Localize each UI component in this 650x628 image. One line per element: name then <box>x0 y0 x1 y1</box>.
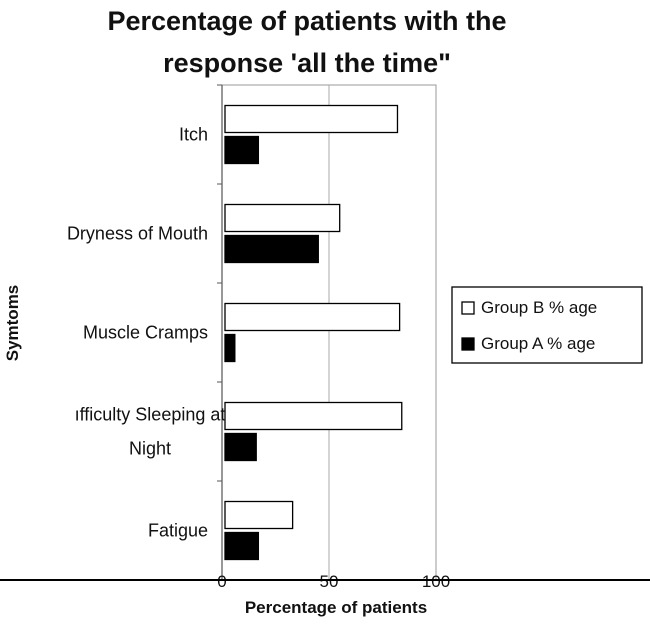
chart-title-line-2: response 'all the time" <box>163 48 451 78</box>
category-label-2-line-1: Night <box>129 439 171 459</box>
bar-group-b-1 <box>224 203 341 233</box>
x-tick-label-2: 100 <box>422 572 450 591</box>
category-label-0-line-0: Itch <box>179 125 208 145</box>
legend-label-group-b: Group B % age <box>481 298 597 317</box>
bar-group-b-4 <box>224 500 294 530</box>
y-axis: Itch Dryness of Mouth Muscle Cramps ıfficul… <box>67 84 226 581</box>
bar-group-a-3 <box>224 333 236 363</box>
bar-group-a-0 <box>224 135 260 165</box>
bars <box>224 104 403 561</box>
legend-box <box>451 286 643 364</box>
bar-group-a-1 <box>224 234 319 264</box>
bar-group-a-2 <box>224 432 257 462</box>
category-label-4-line-0: Fatigue <box>148 521 208 541</box>
legend-swatch-group-a <box>461 337 475 351</box>
chart-title-line-1: Percentage of patients with the <box>107 6 506 36</box>
legend: Group B % age Group A % age <box>451 286 643 364</box>
bar-group-b-0 <box>224 104 399 134</box>
y-axis-title: Symtoms <box>3 285 22 362</box>
x-axis: 0 50 100 <box>217 572 450 591</box>
x-tick-label-0: 0 <box>217 572 226 591</box>
bar-group-a-4 <box>224 531 260 561</box>
bar-group-b-2 <box>224 401 403 431</box>
category-label-3-line-0: Muscle Cramps <box>83 323 208 343</box>
x-axis-title: Percentage of patients <box>245 598 427 617</box>
legend-label-group-a: Group A % age <box>481 334 595 353</box>
category-label-2-line-0: ıfficulty Sleeping at <box>75 405 226 425</box>
x-tick-label-1: 50 <box>320 572 339 591</box>
legend-swatch-group-b <box>461 301 475 315</box>
category-label-1-line-0: Dryness of Mouth <box>67 224 208 244</box>
bar-group-b-3 <box>224 302 401 332</box>
